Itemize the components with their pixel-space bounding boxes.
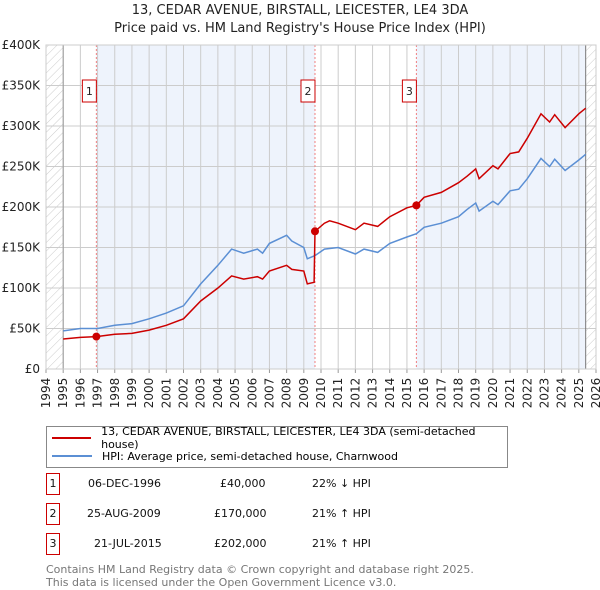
- y-tick-label: £150K: [2, 241, 42, 255]
- legend-label-price: 13, CEDAR AVENUE, BIRSTALL, LEICESTER, L…: [101, 425, 476, 451]
- x-tick-label: 2011: [331, 378, 345, 409]
- chart-title: 13, CEDAR AVENUE, BIRSTALL, LEICESTER, L…: [131, 3, 469, 18]
- x-tick-label: 1997: [91, 378, 105, 409]
- x-tick-label: 1998: [108, 378, 122, 409]
- x-tick-label: 1999: [125, 378, 139, 409]
- footer: Contains HM Land Registry data © Crown c…: [46, 563, 474, 589]
- x-tick-label: 2016: [417, 378, 431, 409]
- sale-label-box: [401, 79, 417, 103]
- x-tick-label: 2018: [452, 378, 466, 409]
- x-tick-label: 2014: [383, 378, 397, 409]
- legend: 13, CEDAR AVENUE, BIRSTALL, LEICESTER, L…: [46, 425, 508, 468]
- legend-swatch-price: [52, 437, 92, 439]
- x-tick-label: 1994: [39, 378, 53, 409]
- x-tick-label: 2022: [520, 378, 534, 409]
- sale-point: [92, 332, 101, 341]
- x-tick-label: 2020: [486, 378, 500, 409]
- x-tick-label: 2005: [228, 378, 242, 409]
- x-tick-label: 2004: [211, 378, 225, 409]
- chart-subtitle: Price paid vs. HM Land Registry's House …: [114, 21, 486, 36]
- sale-label: 3: [406, 85, 413, 98]
- y-tick-label: £400K: [2, 38, 42, 52]
- x-tick-label: 2012: [348, 378, 362, 409]
- x-tick-label: 2002: [177, 378, 191, 409]
- transaction-price: £40,000: [220, 477, 266, 490]
- x-tick-label: 2003: [194, 378, 208, 409]
- plot-border: [45, 44, 597, 370]
- x-tick-label: 2010: [314, 378, 328, 409]
- price-line: [63, 107, 587, 340]
- x-tick-label: 2000: [142, 378, 156, 409]
- legend-item-hpi: HPI: Average price, semi-detached house,…: [52, 448, 398, 464]
- price-chart: 1994 1995 1996 1997 1998 1999 2000 2001 2002 2003…: [2, 38, 600, 409]
- y-tick-label: £200K: [2, 200, 42, 214]
- x-tick-label: 1996: [73, 378, 87, 409]
- x-tick-label: 2006: [245, 378, 259, 409]
- x-tick-label: 2024: [555, 378, 569, 409]
- legend-label-hpi: HPI: Average price, semi-detached house,…: [102, 449, 398, 463]
- x-tick-label: 2013: [366, 378, 380, 409]
- sale-label-box: [300, 79, 316, 103]
- y-tick-label: £0: [25, 362, 40, 376]
- transaction-marker: 3: [46, 533, 60, 555]
- x-tick-label: 2021: [503, 378, 517, 409]
- footer-copyright: Contains HM Land Registry data © Crown c…: [46, 563, 474, 576]
- x-tick-label: 2015: [400, 378, 414, 409]
- x-tick-label: 2001: [159, 378, 173, 409]
- x-tick-label: 2007: [262, 378, 276, 409]
- sale-label: 1: [86, 85, 93, 98]
- transaction-marker: 2: [46, 503, 60, 525]
- legend-swatch-hpi: [52, 455, 92, 457]
- x-tick-label: 2019: [469, 378, 483, 409]
- x-tick-label: 2026: [589, 378, 600, 409]
- transaction-price: £170,000: [214, 507, 267, 520]
- x-tick-label: 2023: [537, 378, 551, 409]
- footer-licence: This data is licensed under the Open Gov…: [46, 576, 397, 589]
- transaction-date: 21-JUL-2015: [94, 537, 162, 550]
- transaction-date: 06-DEC-1996: [88, 477, 162, 490]
- x-tick-label: 1995: [56, 378, 70, 409]
- y-tick-label: £250K: [2, 160, 42, 174]
- y-tick-label: £350K: [2, 79, 42, 93]
- x-tick-label: 2017: [434, 378, 448, 409]
- x-tick-label: 2009: [297, 378, 311, 409]
- legend-item-price: 13, CEDAR AVENUE, BIRSTALL, LEICESTER, L…: [52, 425, 507, 451]
- transaction-date: 25-AUG-2009: [87, 507, 161, 520]
- y-tick-label: £300K: [2, 119, 42, 133]
- y-tick-label: £50K: [9, 322, 41, 336]
- hpi-line: [63, 153, 587, 332]
- transaction-marker: 1: [46, 473, 60, 495]
- sale-point: [412, 201, 421, 210]
- transaction-price: £202,000: [214, 537, 267, 550]
- y-tick-label: £100K: [2, 281, 42, 295]
- x-tick-label: 2008: [280, 378, 294, 409]
- sale-label: 2: [304, 85, 311, 98]
- transaction-hpi: 21% ↑ HPI: [312, 507, 371, 520]
- sale-label-box: [81, 79, 97, 103]
- sale-point: [310, 227, 319, 236]
- x-tick-label: 2025: [572, 378, 586, 409]
- transaction-hpi: 21% ↑ HPI: [312, 537, 371, 550]
- transaction-hpi: 22% ↓ HPI: [312, 477, 371, 490]
